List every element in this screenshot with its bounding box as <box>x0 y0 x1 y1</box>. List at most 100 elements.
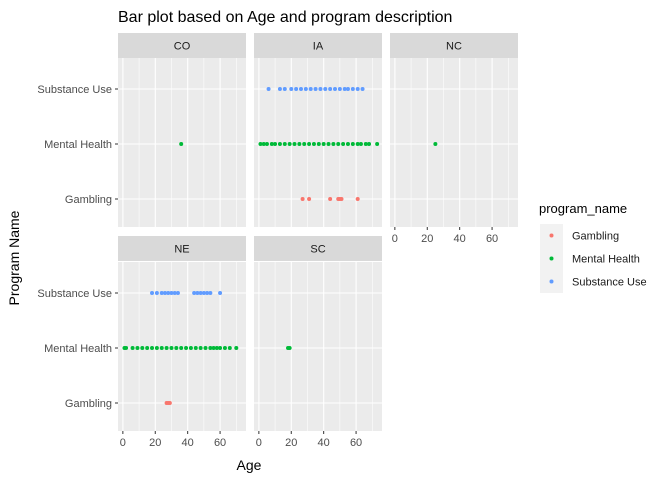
series-mental-health <box>286 346 292 350</box>
data-point <box>331 142 336 146</box>
data-point <box>195 291 200 295</box>
data-point <box>345 87 350 91</box>
x-tick-label: 40 <box>454 233 466 245</box>
legend-item-gambling: Gambling <box>540 224 619 247</box>
x-tick-label: 60 <box>214 437 226 449</box>
x-tick-label: 40 <box>318 437 330 449</box>
data-point <box>282 142 287 146</box>
data-point <box>198 291 203 295</box>
facet-panel-ia: IA <box>254 33 382 227</box>
legend-item-mental-health: Mental Health <box>540 247 640 270</box>
x-tick-label: 60 <box>486 233 498 245</box>
facet-strip-label: NC <box>446 41 462 53</box>
facet-panel-ne: NE Gambling Mental Health Substance Use 0 20 4… <box>37 236 246 449</box>
data-point <box>341 142 346 146</box>
data-point <box>367 142 372 146</box>
data-point <box>326 142 331 146</box>
data-point <box>203 346 208 350</box>
data-point <box>150 291 155 295</box>
data-point <box>345 142 350 146</box>
data-point <box>307 197 312 201</box>
data-point <box>336 142 341 146</box>
series-mental-health <box>122 346 239 350</box>
data-point <box>289 87 294 91</box>
data-point <box>172 291 177 295</box>
data-point <box>261 142 266 146</box>
data-point <box>188 346 193 350</box>
y-axis: Gambling Mental Health Substance Use <box>37 84 118 206</box>
data-point <box>266 87 271 91</box>
data-point <box>300 197 305 201</box>
data-point <box>350 142 355 146</box>
data-point <box>342 87 347 91</box>
data-point <box>258 142 263 146</box>
series-gambling <box>300 197 360 201</box>
x-tick-label: 60 <box>350 437 362 449</box>
data-point <box>294 87 299 91</box>
x-axis: 0 20 40 60 <box>120 431 226 449</box>
legend-title: program_name <box>539 201 627 216</box>
series-substance-use <box>150 291 223 295</box>
panel-background <box>254 262 382 431</box>
facet-strip-ne <box>118 236 246 261</box>
x-axis: 0 20 40 60 <box>392 227 498 245</box>
panel-grid <box>390 58 518 227</box>
data-point <box>355 142 360 146</box>
x-tick-label: 20 <box>421 233 433 245</box>
y-tick-label: Substance Use <box>37 288 112 300</box>
legend-label: Gambling <box>572 231 619 243</box>
facet-panel-nc: NC 0 20 40 60 <box>390 33 518 245</box>
facet-panels: CO Gambling Mental Health Substance Use IA NC… <box>37 33 518 449</box>
data-point <box>222 346 227 350</box>
data-point <box>308 87 313 91</box>
data-point <box>208 291 213 295</box>
y-tick-label: Gambling <box>65 194 112 206</box>
series-mental-health <box>258 142 380 146</box>
legend: program_name Gambling Mental Health Substa… <box>539 201 647 293</box>
data-point <box>363 142 368 146</box>
data-point <box>208 346 213 350</box>
facet-strip-label: NE <box>174 244 189 256</box>
data-point <box>277 87 282 91</box>
data-point <box>218 346 223 350</box>
data-point <box>311 142 316 146</box>
data-point <box>264 142 269 146</box>
data-point <box>234 346 239 350</box>
data-point <box>179 142 184 146</box>
data-point <box>318 87 323 91</box>
facet-strip-nc <box>390 33 518 58</box>
legend-key-point <box>549 279 554 284</box>
legend-key-point <box>549 233 554 238</box>
data-point <box>277 142 282 146</box>
data-point <box>145 346 150 350</box>
data-point <box>175 291 180 295</box>
data-point <box>307 142 312 146</box>
y-axis: Gambling Mental Health Substance Use <box>37 288 118 410</box>
data-point <box>303 87 308 91</box>
data-point <box>135 346 140 350</box>
data-point <box>287 346 292 350</box>
panel-grid <box>254 262 382 431</box>
facet-strip-label: SC <box>310 244 325 256</box>
data-point <box>198 346 203 350</box>
data-point <box>211 346 216 350</box>
x-axis-title: Age <box>237 457 262 473</box>
data-point <box>218 291 223 295</box>
data-point <box>298 87 303 91</box>
data-point <box>433 142 438 146</box>
series-mental-health <box>433 142 438 146</box>
data-point <box>150 346 155 350</box>
facet-panel-sc: SC 0 20 40 60 <box>254 236 382 449</box>
data-point <box>287 142 292 146</box>
data-point <box>355 197 360 201</box>
data-point <box>154 346 159 350</box>
data-point <box>167 401 172 405</box>
series-substance-use <box>266 87 365 91</box>
data-point <box>269 142 274 146</box>
data-point <box>169 346 174 350</box>
data-point <box>130 346 135 350</box>
chart-title: Bar plot based on Age and program descri… <box>118 9 452 26</box>
data-point <box>174 346 179 350</box>
x-tick-label: 0 <box>120 437 126 449</box>
